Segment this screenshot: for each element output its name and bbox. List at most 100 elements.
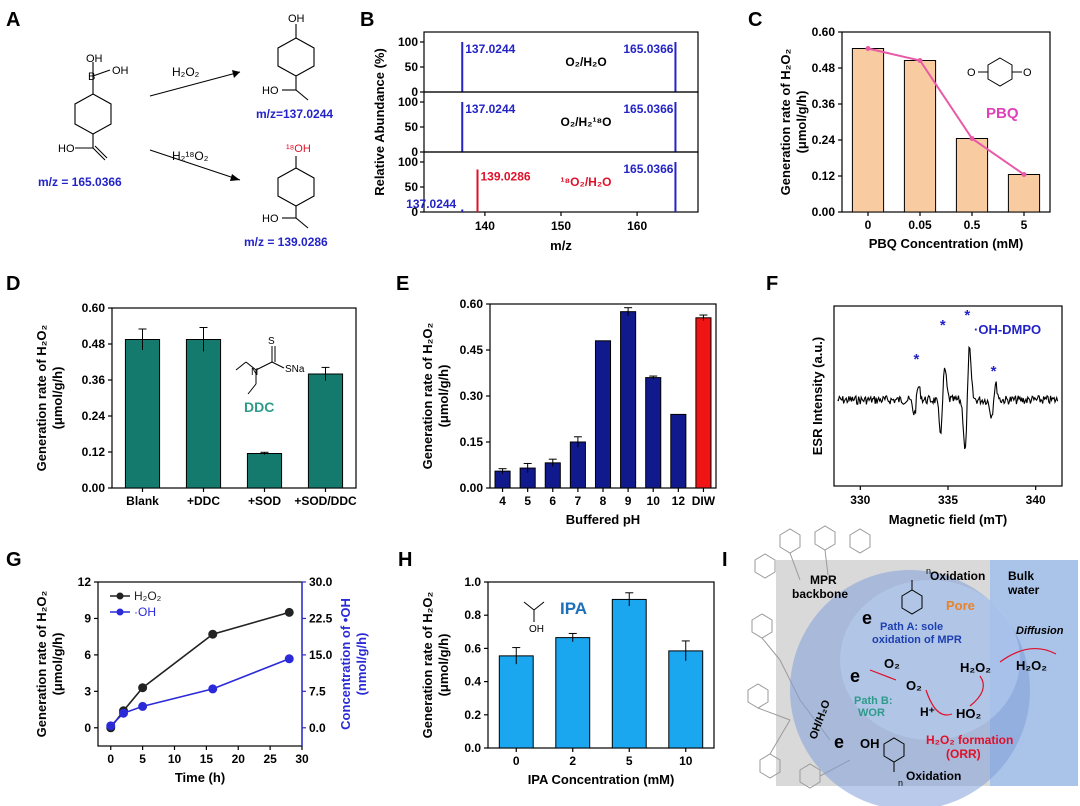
y-tick-label: 50 bbox=[405, 120, 419, 134]
ddc-s: S bbox=[268, 336, 275, 347]
bar bbox=[124, 339, 161, 489]
path-a-line2: oxidation of MPR bbox=[872, 634, 962, 646]
peak-label: 139.0286 bbox=[480, 170, 530, 184]
y-tick-label: 0 bbox=[411, 205, 418, 219]
atom-b: B bbox=[88, 71, 95, 83]
panel-g: G 0 5 10 15 20 25 30 0 3 6 9 12 0.0 7.5 15.0 22.5 30.0 H₂… bbox=[6, 549, 369, 785]
y-axis-label-line1: Generation rate of H₂O₂ bbox=[34, 324, 49, 471]
e-symbol-1: e bbox=[862, 608, 872, 628]
y2-tick-label: 30.0 bbox=[309, 575, 333, 589]
bar bbox=[569, 441, 586, 489]
subplot-label: O₂/H₂¹⁸O bbox=[561, 115, 612, 129]
ddc-structure bbox=[235, 346, 285, 395]
oxidation-bottom-label: Oxidation bbox=[906, 769, 961, 783]
bar bbox=[645, 377, 662, 489]
h2o2-label-2: H₂O₂ bbox=[1016, 658, 1047, 673]
chart-f: 330 335 340 Magnetic field (mT) ESR Intensit… bbox=[810, 305, 1063, 527]
trend-point bbox=[1021, 172, 1027, 177]
pbq-o-right: O bbox=[1023, 67, 1032, 79]
formation-line1: H₂O₂ formation bbox=[926, 733, 1013, 747]
e-symbol-3: e bbox=[834, 732, 844, 752]
series-point bbox=[284, 654, 294, 664]
y-tick-label: 0.36 bbox=[82, 373, 106, 387]
y-axis-label-line2: (μmol/g/h) bbox=[50, 633, 65, 696]
subplot-label: ¹⁸O₂/H₂O bbox=[561, 175, 612, 189]
y-tick-label: 0.45 bbox=[460, 343, 484, 357]
x-tick-label: 6 bbox=[549, 494, 556, 508]
x-tick-label: 0 bbox=[513, 754, 520, 768]
x-tick-label: 150 bbox=[551, 219, 571, 233]
peak-label: 165.0366 bbox=[623, 102, 673, 116]
x-tick-label: 10 bbox=[168, 752, 182, 766]
x-tick-label: 340 bbox=[1026, 493, 1046, 507]
y-tick-label: 0 bbox=[411, 145, 418, 159]
subplot-label: O₂/H₂O bbox=[565, 55, 606, 69]
panel-b-letter: B bbox=[360, 9, 374, 31]
y2-tick-label: 7.5 bbox=[309, 684, 326, 698]
pore-highlight bbox=[840, 580, 1020, 740]
panel-a-letter: A bbox=[6, 9, 20, 31]
y-axis-label-line2: (μmol/g/h) bbox=[50, 367, 65, 430]
x-tick-label: 20 bbox=[232, 752, 246, 766]
series-point bbox=[208, 629, 218, 639]
diffusion-label: Diffusion bbox=[1016, 625, 1064, 637]
x-tick-label: 9 bbox=[625, 494, 632, 508]
ddc-n: N bbox=[251, 367, 258, 378]
x-axis-label: Time (h) bbox=[175, 770, 225, 785]
y-tick-label: 0.36 bbox=[812, 97, 836, 111]
y-tick-label: 6 bbox=[84, 648, 91, 662]
y-tick-label: 0.15 bbox=[460, 435, 484, 449]
panel-i: I MPR backbone Oxidation Bulk water Pore bbox=[722, 525, 1078, 806]
y-tick-label: 0.0 bbox=[464, 741, 481, 755]
series-point bbox=[138, 701, 148, 711]
y-tick-label: 0.24 bbox=[812, 133, 836, 147]
bar bbox=[955, 138, 989, 213]
y2-tick-label: 0.0 bbox=[309, 721, 326, 735]
subplot-frame bbox=[423, 31, 699, 93]
ipa-oh: OH bbox=[529, 624, 544, 635]
y-axis-label: Generation rate of H₂O₂(μmol/g/h) bbox=[34, 590, 65, 737]
panel-g-letter: G bbox=[6, 549, 22, 571]
e-symbol-2: e bbox=[850, 666, 860, 686]
y-tick-label: 0 bbox=[411, 85, 418, 99]
start-molecule bbox=[74, 62, 112, 161]
pbq-structure bbox=[978, 57, 1022, 87]
panel-f-letter: F bbox=[766, 273, 778, 295]
bar bbox=[851, 48, 885, 213]
y2-axis-label: Concentration of •OH(nmol/g/h) bbox=[338, 598, 369, 730]
x-tick-label: 12 bbox=[672, 494, 686, 508]
oh-radical: OH bbox=[860, 736, 880, 751]
trend-point bbox=[865, 46, 871, 51]
chart-b: 0 50 100 137.0244 165.0366 O₂/H₂O 0 50 100 137.02… bbox=[372, 31, 699, 253]
y-tick-label: 50 bbox=[405, 60, 419, 74]
x-tick-label: 0.5 bbox=[964, 218, 981, 232]
peak-label: 137.0244 bbox=[465, 42, 515, 56]
bulk-label: Bulk bbox=[1008, 569, 1034, 583]
y-axis-label-line1: Generation rate of H₂O₂ bbox=[420, 591, 435, 738]
product2-ho: HO bbox=[262, 213, 279, 225]
ddc-label: DDC bbox=[244, 399, 274, 415]
arrowhead-1 bbox=[232, 70, 240, 78]
series-point bbox=[284, 607, 294, 617]
y-tick-label: 1.0 bbox=[464, 575, 481, 589]
panel-i-letter: I bbox=[722, 549, 728, 571]
series-point bbox=[119, 708, 128, 718]
pbq-label: PBQ bbox=[986, 105, 1019, 122]
start-mz: m/z = 165.0366 bbox=[38, 175, 122, 189]
y-tick-label: 0 bbox=[84, 721, 91, 735]
x-tick-label: 5 bbox=[524, 494, 531, 508]
legend-label: ·OH bbox=[134, 605, 156, 619]
peak-label: 137.0244 bbox=[465, 102, 515, 116]
legend-marker bbox=[116, 608, 124, 616]
plot-frame bbox=[487, 581, 715, 749]
bar bbox=[185, 339, 222, 489]
oxidation-top-label: Oxidation bbox=[930, 569, 985, 583]
plot-frame bbox=[111, 307, 357, 489]
peak-marker: * bbox=[964, 307, 970, 324]
x-tick-label: 25 bbox=[263, 752, 277, 766]
y-axis-label: Generation rate of H₂O₂(μmol/g/h) bbox=[778, 48, 809, 195]
peak-marker: * bbox=[914, 351, 920, 368]
y-axis-label-line1: Generation rate of H₂O₂ bbox=[34, 590, 49, 737]
x-tick-label: +SOD/DDC bbox=[294, 494, 357, 508]
